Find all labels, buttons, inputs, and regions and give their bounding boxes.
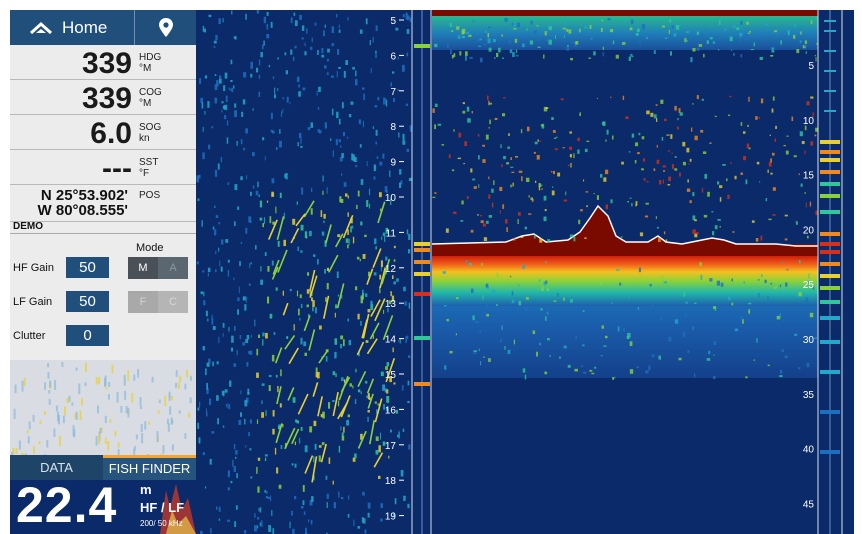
mode-auto-option[interactable]: A <box>158 257 188 279</box>
zoom-depth-tick: 14 <box>385 335 397 346</box>
lf-mode-toggle[interactable]: F C <box>128 291 188 313</box>
sog-value: 6.0 <box>90 117 132 150</box>
location-pin-icon <box>158 18 173 37</box>
sog-unit: SOG kn <box>139 122 162 144</box>
depth-tick: 5 <box>808 61 814 72</box>
depth-tick: 35 <box>803 390 815 401</box>
zoom-depth-tick: 16 <box>385 405 397 416</box>
demo-label: DEMO <box>13 221 43 232</box>
sidebar-tabs: DATA FISH FINDER <box>10 455 196 480</box>
a-scope-strips <box>414 20 840 454</box>
home-icon <box>30 21 52 34</box>
sog-row: 6.0 SOG kn <box>10 115 196 150</box>
fish-finder-screen: Home 339 HDG °M 339 COG °M 6.0 SOG kn --- S… <box>10 10 854 534</box>
heading-value: 339 <box>81 47 132 80</box>
home-label: Home <box>62 17 108 37</box>
hf-mode-toggle[interactable]: M A <box>128 257 188 279</box>
depth-tick: 45 <box>803 499 815 510</box>
zoom-depth-tick: 10 <box>385 193 397 204</box>
hf-gain-label: HF Gain <box>13 262 54 274</box>
echogram-canvas: 5 6 7 8 9 10 11 12 13 14 15 16 17 18 19 5 10 15 20 25 30 35 4… <box>196 10 854 534</box>
lf-gain-label: LF Gain <box>13 296 53 308</box>
zoom-depth-tick: 9 <box>390 158 396 169</box>
depth-readout: 22.4 m HF / LF 200/ 50 kHz <box>10 480 196 534</box>
hf-zoom-echogram <box>196 10 412 534</box>
zoom-depth-tick: 5 <box>390 16 396 27</box>
sst-unit: SST °F <box>139 157 159 179</box>
zoom-depth-tick: 12 <box>385 264 397 275</box>
echo-preview <box>10 360 196 455</box>
top-bar: Home <box>10 10 196 45</box>
cog-row: 339 COG °M <box>10 80 196 115</box>
mode-fish-option[interactable]: F <box>128 291 158 313</box>
demo-row: DEMO <box>10 221 196 234</box>
mode-cruise-option[interactable]: C <box>158 291 188 313</box>
zoom-depth-tick: 17 <box>385 441 397 452</box>
depth-unit: m <box>140 482 152 497</box>
sst-row: --- SST °F <box>10 150 196 185</box>
sst-value: --- <box>102 152 132 185</box>
zoom-depth-tick: 7 <box>390 87 396 98</box>
cog-unit: COG °M <box>139 87 162 109</box>
depth-tick: 15 <box>803 171 815 182</box>
depth-tick: 40 <box>803 445 815 456</box>
zoom-depth-tick: 6 <box>390 51 396 62</box>
hf-gain-value[interactable]: 50 <box>66 257 109 278</box>
home-button[interactable]: Home <box>10 10 135 45</box>
zoom-depth-tick: 19 <box>385 512 397 523</box>
tab-fish-finder[interactable]: FISH FINDER <box>103 455 196 480</box>
location-button[interactable] <box>135 10 196 45</box>
lf-echogram <box>431 10 819 380</box>
mode-label: Mode <box>136 242 164 254</box>
depth-tick: 20 <box>803 225 815 236</box>
clutter-value[interactable]: 0 <box>66 325 109 346</box>
tab-data[interactable]: DATA <box>40 460 73 475</box>
lf-gain-value[interactable]: 50 <box>66 291 109 312</box>
zoom-depth-tick: 15 <box>385 370 397 381</box>
frequency-mode: HF / LF <box>140 500 185 515</box>
depth-tick: 10 <box>803 116 815 127</box>
heading-unit: HDG °M <box>139 52 162 74</box>
depth-tick: 25 <box>803 280 815 291</box>
depth-value: 22.4 <box>16 480 118 533</box>
cog-value: 339 <box>81 82 132 115</box>
position-label: POS <box>139 190 161 201</box>
zoom-depth-scale: 5 6 7 8 9 10 11 12 13 14 15 16 17 18 19 <box>385 16 404 523</box>
clutter-label: Clutter <box>13 330 46 342</box>
zoom-depth-tick: 18 <box>385 476 397 487</box>
zoom-depth-tick: 8 <box>390 122 396 133</box>
position-value: N 25°53.902' W 80°08.555' <box>37 187 128 219</box>
frequency-khz: 200/ 50 kHz <box>140 519 183 528</box>
data-sidebar: Home 339 HDG °M 339 COG °M 6.0 SOG kn --- S… <box>10 10 196 534</box>
echogram-area: 5 6 7 8 9 10 11 12 13 14 15 16 17 18 19 5 10 15 20 25 30 35 4… <box>196 10 854 534</box>
zoom-depth-tick: 11 <box>386 228 397 239</box>
heading-row: 339 HDG °M <box>10 45 196 80</box>
zoom-depth-tick: 13 <box>385 299 397 310</box>
depth-tick: 30 <box>803 335 815 346</box>
position-row: N 25°53.902' W 80°08.555' POS <box>10 185 196 222</box>
mode-manual-option[interactable]: M <box>128 257 158 279</box>
depth-scale: 5 10 15 20 25 30 35 40 45 <box>803 61 815 510</box>
